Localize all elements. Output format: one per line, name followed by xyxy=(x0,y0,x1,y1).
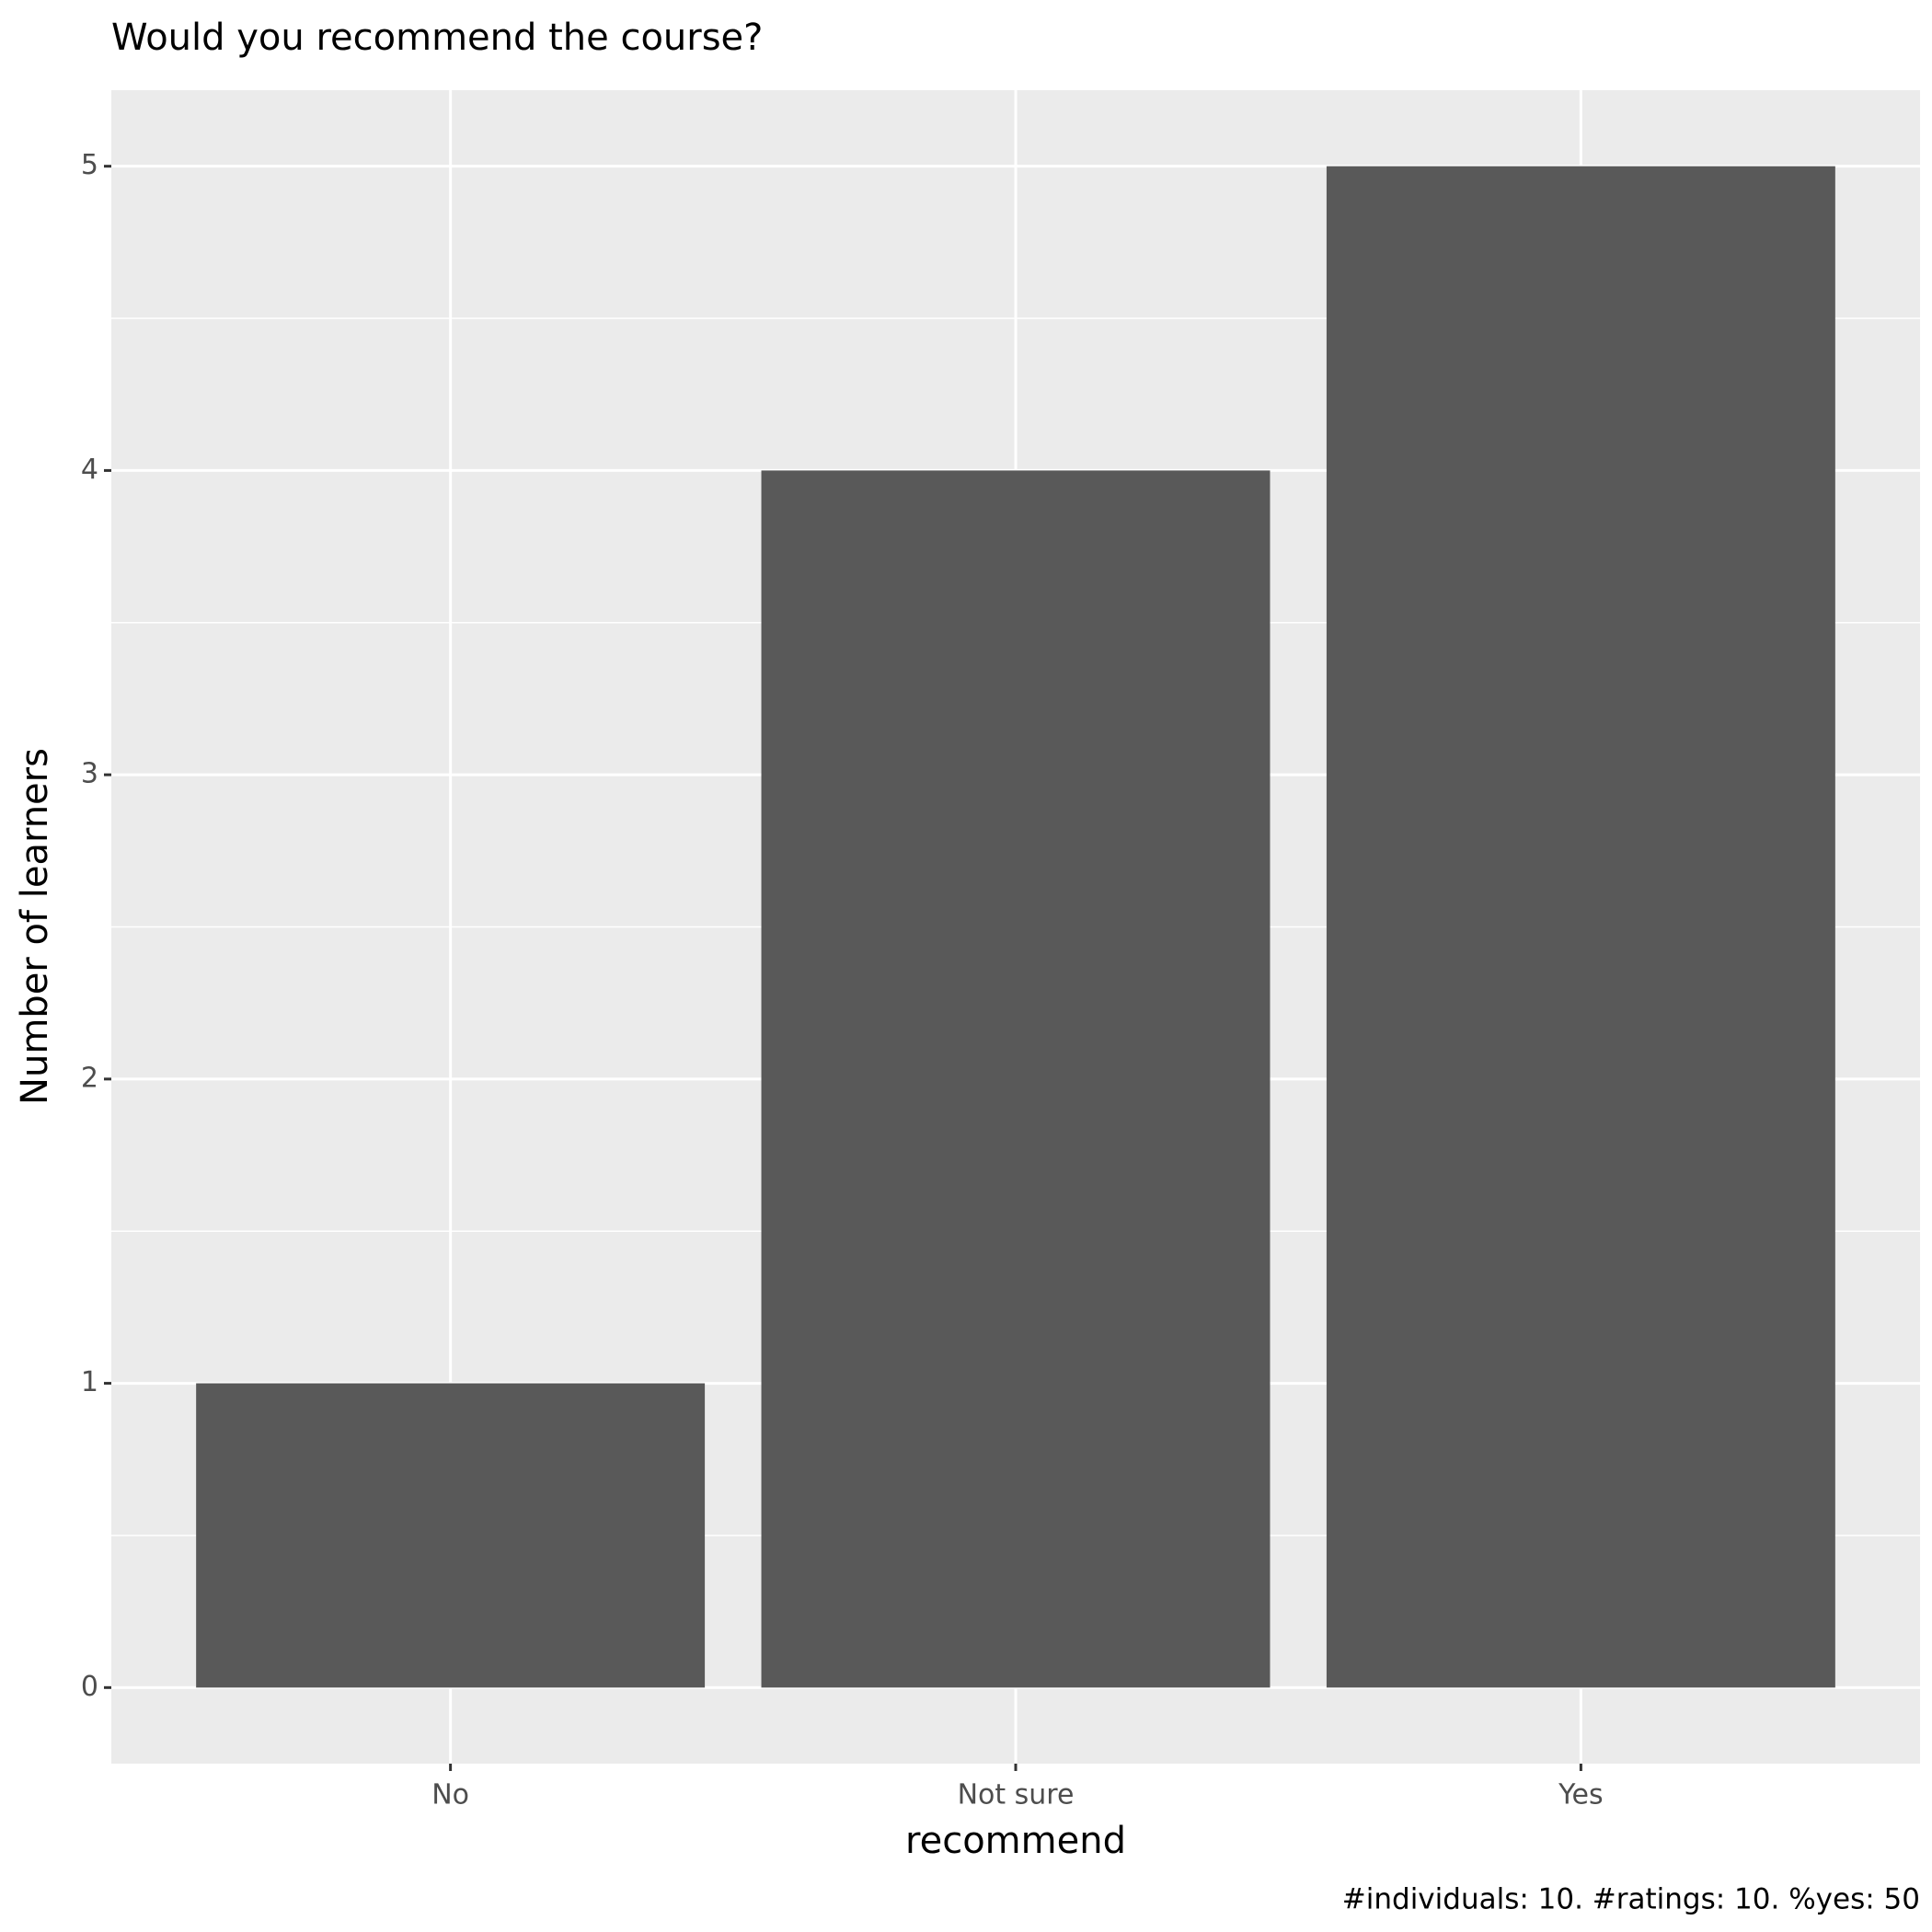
y-tick-label: 0 xyxy=(81,1671,98,1703)
bar xyxy=(196,1383,706,1688)
caption: #individuals: 10. #ratings: 10. %yes: 50 xyxy=(1342,1883,1920,1916)
y-tick-label: 1 xyxy=(81,1366,98,1398)
y-tick-label: 5 xyxy=(81,149,98,181)
bar xyxy=(1326,166,1835,1688)
x-axis-title: recommend xyxy=(905,1820,1126,1862)
y-tick-label: 2 xyxy=(81,1062,98,1094)
y-tick-label: 4 xyxy=(81,454,98,486)
chart-title: Would you recommend the course? xyxy=(111,17,763,59)
y-tick-label: 3 xyxy=(81,758,98,790)
x-tick-label: Not sure xyxy=(958,1779,1075,1811)
x-tick-label: No xyxy=(431,1779,469,1811)
bar xyxy=(761,470,1271,1688)
x-tick-label: Yes xyxy=(1558,1779,1603,1811)
y-axis-title: Number of learners xyxy=(14,748,56,1105)
